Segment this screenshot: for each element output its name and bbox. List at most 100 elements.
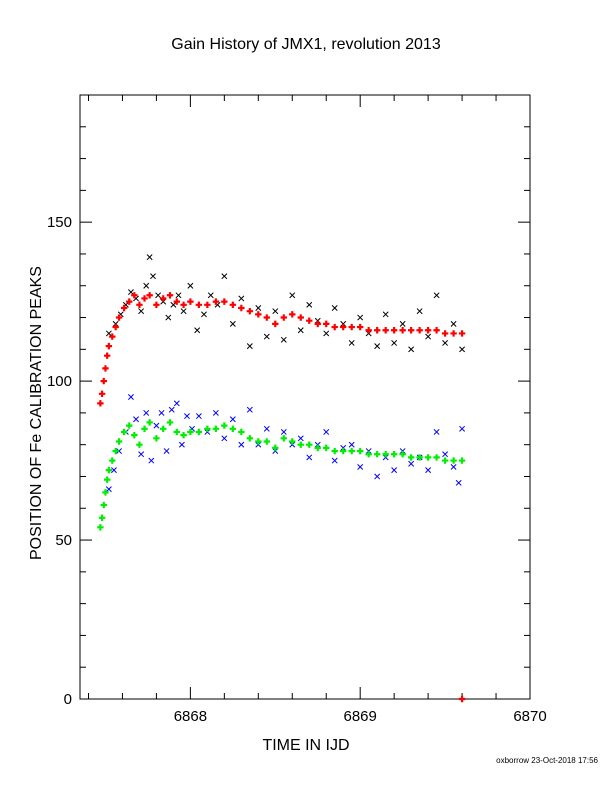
data-point [263,314,270,321]
data-point [98,390,106,398]
data-point [194,327,201,334]
data-point [323,330,330,337]
data-point [306,317,313,324]
data-point [195,428,203,436]
data-point [280,435,287,442]
data-point [173,428,180,436]
data-point [280,314,287,321]
data-point [340,447,347,455]
data-point [424,454,432,461]
data-point [356,323,364,331]
data-point [126,298,133,305]
chart-title: Gain History of JMX1, revolution 2013 [171,36,441,53]
data-point [306,454,313,461]
data-point [442,340,449,346]
data-point [399,327,406,334]
data-point [127,289,134,296]
data-point [160,425,167,432]
data-point [153,435,160,442]
data-point [204,301,211,309]
data-point [246,406,253,413]
data-point [153,301,160,309]
data-point [212,409,219,416]
data-point [416,308,423,315]
data-point [150,273,156,280]
data-point [399,451,406,458]
data-point [158,409,165,416]
series-1 [97,292,466,703]
data-point [166,419,174,426]
data-point [105,330,112,337]
data-point [173,298,180,305]
data-point [272,308,279,315]
data-point [195,413,202,420]
footer-credit: oxborrow 23-Oct-2018 17:56 [496,756,598,765]
data-point [112,447,119,455]
data-point [120,428,128,436]
data-point [143,409,150,416]
data-point [458,695,466,703]
data-point [323,320,330,328]
data-point [297,314,304,321]
data-point [229,425,237,432]
data-point [102,489,109,496]
data-point [399,320,406,327]
data-points [97,254,466,703]
data-point [348,323,355,331]
data-point [246,343,253,350]
data-point [184,413,190,420]
data-point [238,441,245,448]
data-point [390,327,398,334]
data-point [365,327,372,334]
data-point [450,330,457,337]
data-point [178,441,185,448]
data-point [115,438,123,445]
data-point [187,282,194,289]
data-point [382,451,389,458]
data-point [153,422,160,429]
data-point [163,448,170,454]
data-point [297,435,304,442]
data-point [180,301,187,309]
data-point [390,451,398,458]
data-point [97,524,104,531]
y-tick-label: 150 [47,214,72,231]
data-point [103,352,111,359]
data-point [455,479,462,486]
data-point [458,330,466,337]
data-point [433,429,440,435]
data-point [136,441,143,448]
data-point [450,320,457,327]
data-point [441,457,449,464]
data-point [382,327,389,334]
data-point [255,311,262,318]
data-point [373,327,381,334]
data-point [105,486,112,493]
data-point [272,444,279,452]
data-point [272,320,279,328]
data-point [229,416,236,423]
data-point [141,295,148,302]
data-point [246,307,254,315]
series-3 [97,419,466,531]
data-point [155,292,162,299]
data-point [109,333,116,340]
data-point [166,292,174,299]
data-point [306,301,313,308]
data-point [116,448,123,454]
data-point [416,454,423,461]
data-point [246,435,254,442]
data-point [323,429,330,435]
data-point [407,454,415,461]
data-point [105,466,113,474]
data-point [187,298,194,305]
data-point [98,514,106,521]
data-point [229,320,236,327]
y-tick-label: 0 [64,691,72,708]
data-point [306,441,313,448]
data-point [424,327,432,334]
data-point [348,340,355,346]
data-point [407,327,415,334]
data-point [348,441,355,448]
data-point [433,292,440,299]
